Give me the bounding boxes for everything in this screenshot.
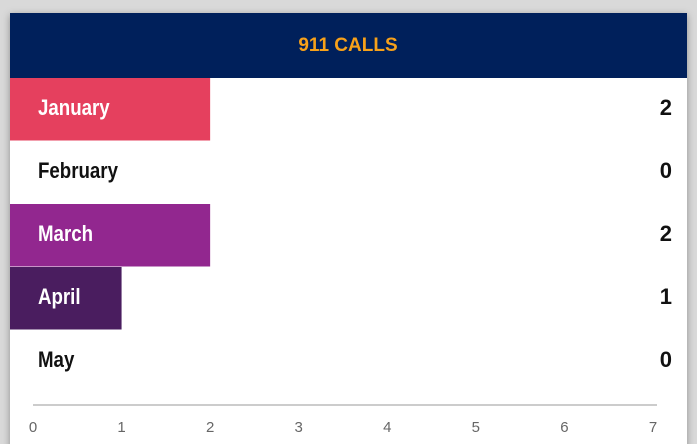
- x-tick-label: 6: [560, 419, 568, 436]
- category-label: January: [38, 97, 110, 121]
- bar: [10, 204, 211, 267]
- x-tick-label: 5: [472, 419, 480, 436]
- category-label: April: [38, 286, 81, 310]
- category-label: February: [38, 160, 119, 184]
- value-label: 2: [660, 221, 672, 246]
- value-label: 2: [660, 95, 672, 120]
- x-tick-label: 4: [383, 419, 391, 436]
- bar: [10, 78, 211, 141]
- x-tick-label: 1: [117, 419, 125, 436]
- header: [10, 13, 687, 78]
- chart-title: 911 CALLS: [298, 35, 397, 56]
- category-label: May: [38, 349, 75, 373]
- bar: [10, 267, 122, 330]
- x-tick-label: 0: [29, 419, 37, 436]
- value-label: 0: [660, 347, 672, 372]
- x-tick-label: 3: [295, 419, 303, 436]
- value-label: 1: [660, 284, 672, 309]
- value-label: 0: [660, 158, 672, 183]
- x-tick-label: 2: [206, 419, 214, 436]
- x-tick-label: 7: [649, 419, 657, 436]
- category-label: March: [38, 223, 93, 247]
